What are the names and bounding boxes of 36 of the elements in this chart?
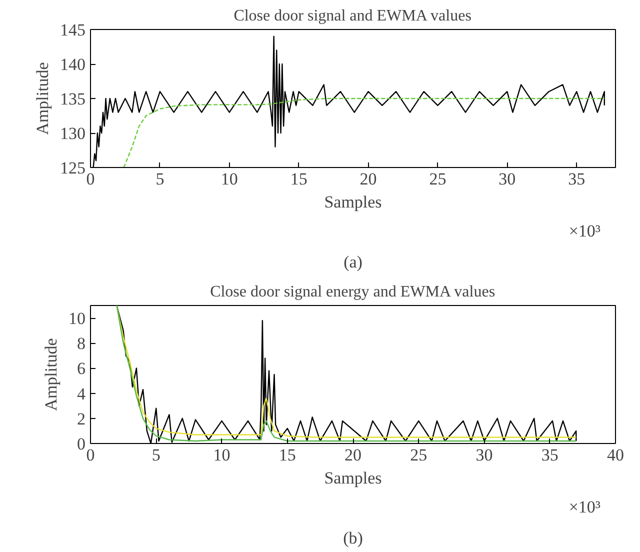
x-tick-label: 30 (476, 446, 493, 464)
x-axis-title: Samples (324, 192, 382, 212)
x-tick-label: 5 (156, 170, 164, 188)
x-axis-title: Samples (324, 468, 382, 488)
y-tick-label: 145 (60, 20, 86, 40)
y-tick-label: 140 (60, 55, 86, 74)
text: (a) (344, 252, 362, 272)
x-tick-label: 35 (541, 446, 558, 464)
x-tick-label: 10 (213, 446, 230, 464)
x-tick-label: 25 (410, 446, 428, 464)
x-tick-label: 20 (344, 446, 362, 464)
y-axis-title: Amplitude (42, 338, 60, 411)
x-tick-label: 15 (278, 446, 296, 464)
y-tick-label: 130 (60, 124, 86, 143)
x-tick-label: 10 (220, 170, 238, 188)
y-tick-label: 4 (77, 384, 86, 404)
x-tick-label: 15 (290, 170, 308, 188)
y-tick-label: 2 (77, 409, 86, 428)
y-tick-label: 135 (60, 90, 86, 108)
chart-title: Close door signal and EWMA values (234, 8, 472, 24)
y-tick-label: 125 (60, 158, 86, 178)
x-tick-label: 5 (152, 446, 160, 464)
x-tick-label: 20 (360, 170, 377, 188)
y-tick-label: 6 (77, 359, 86, 378)
text: ×10³ (568, 222, 601, 240)
text: (b) (343, 528, 363, 548)
x-tick-label: 25 (429, 170, 446, 188)
x-tick-label: 35 (568, 170, 586, 188)
text: ×10³ (568, 498, 601, 516)
y-tick-label: 8 (77, 334, 86, 354)
x-tick-label: 30 (498, 170, 516, 188)
line-series (123, 98, 605, 168)
x-tick-label: 40 (607, 446, 624, 464)
chart-title: Close door signal energy and EWMA values (210, 284, 496, 300)
y-tick-label: 10 (68, 309, 86, 328)
y-axis-title: Amplitude (33, 62, 52, 135)
